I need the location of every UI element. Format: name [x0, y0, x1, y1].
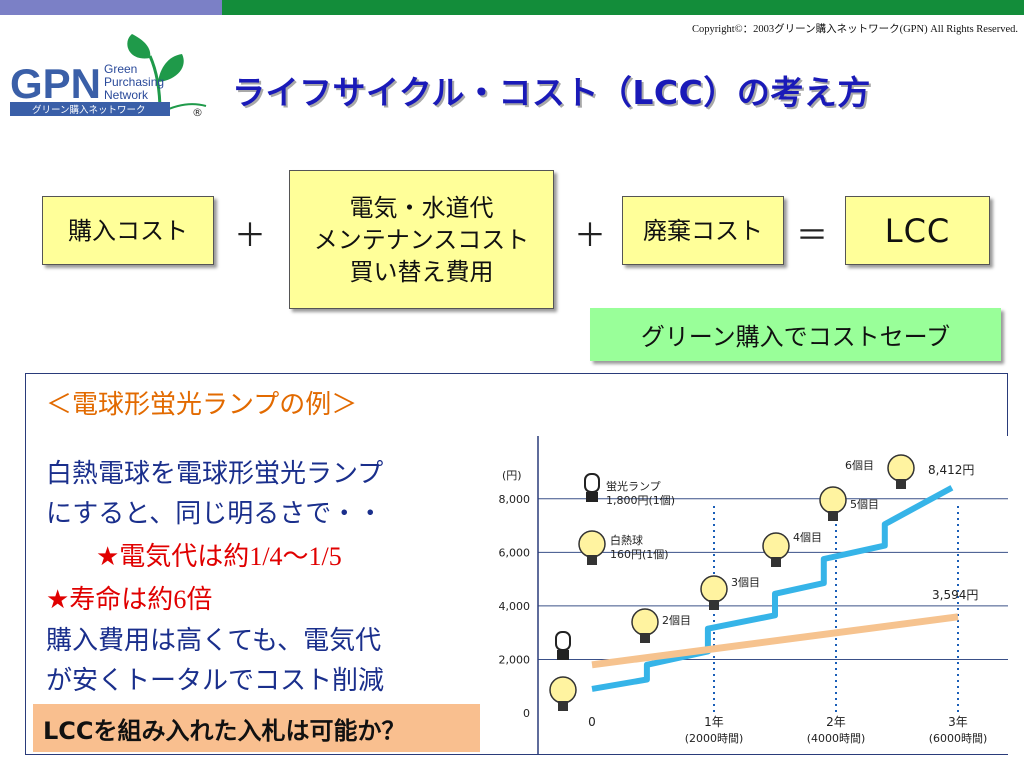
- chart-bulb-icons: [549, 454, 915, 711]
- x-tick-sublabel-2: (4000時間): [807, 732, 866, 745]
- x-tick-label-2: 2年: [826, 715, 846, 729]
- bulb-glass-1: [578, 530, 606, 558]
- fluor-name-label: 蛍光ランプ: [606, 479, 661, 493]
- equals-sign: ＝: [796, 216, 829, 254]
- bulb-icon-7: [819, 486, 847, 521]
- y-tick-label-2: 4,000: [499, 600, 531, 613]
- bulb-icon-8: [887, 454, 915, 489]
- bulb-2-label: 2個目: [662, 614, 691, 627]
- explanation-line-2: にすると、同じ明るさで・・: [46, 499, 384, 529]
- bulb-glass-8: [887, 454, 915, 482]
- end-incand-label: 8,412円: [928, 463, 974, 477]
- bulb-5-label: 5個目: [850, 498, 879, 511]
- chart-y-axis: 0 2,000 4,000 6,000 8,000 (円): [499, 436, 539, 754]
- fluor-price-label: 1,800円(1個): [606, 494, 675, 507]
- copyright-text: Copyright©：2003グリーン購入ネットワーク(GPN) All Rig…: [692, 24, 1018, 35]
- incand-price-label: 160円(1個): [610, 548, 669, 561]
- disposal-cost-box: 廃棄コスト: [622, 196, 784, 265]
- lifespan-bullet: ★寿命は約6倍: [46, 579, 212, 616]
- bulb-base-4: [640, 633, 650, 643]
- purchase-cost-label: 購入コスト: [68, 216, 188, 245]
- bulb-icon-6: [762, 532, 790, 567]
- bulb-icon-0: [584, 473, 600, 502]
- lifespan-bullet-text: ★寿命は約: [46, 585, 174, 615]
- end-fluor-label: 3,594円: [932, 588, 978, 602]
- bulb-3-label: 3個目: [731, 576, 760, 589]
- explanation-line-3: 購入費用は高くても、電気代: [46, 626, 382, 656]
- x-tick-sublabel-1: (2000時間): [685, 732, 744, 745]
- chart-x-axis: 0 1年 (2000時間) 2年 (4000時間) 3年 (6000時間): [588, 715, 987, 745]
- x-tick-sublabel-3: (6000時間): [929, 732, 988, 745]
- x-tick-label-3: 3年: [948, 715, 968, 729]
- logo-line3: Network: [104, 88, 149, 102]
- bulb-base-3: [558, 701, 568, 711]
- logo-line1: Green: [104, 62, 137, 76]
- cost-comparison-chart: 0 2,000 4,000 6,000 8,000 (円) 0 1年 (2000時間) 2年 (4…: [480, 436, 1008, 754]
- bulb-base-0: [586, 492, 598, 502]
- purchase-cost-box: 購入コスト: [42, 196, 214, 265]
- plus-sign-1: ＋: [234, 216, 267, 254]
- y-tick-label-4: 8,000: [499, 493, 531, 506]
- gpn-logo: GPN Green Purchasing Network グリーン購入ネットワー…: [10, 34, 207, 119]
- green-purchase-note: グリーン購入でコストセーブ: [590, 308, 1001, 361]
- y-tick-label-3: 6,000: [499, 546, 531, 559]
- top-bar-left: [0, 0, 222, 15]
- green-purchase-note-text: グリーン購入でコストセーブ: [640, 323, 951, 351]
- bulb-glass-7: [819, 486, 847, 514]
- bulb-glass-5: [700, 575, 728, 603]
- registered-mark: ®: [192, 106, 203, 119]
- bulb-icon-1: [578, 530, 606, 565]
- running-cost-line3: 買い替え費用: [349, 257, 494, 286]
- running-cost-box: 電気・水道代 メンテナンスコスト 買い替え費用: [289, 170, 554, 309]
- series-line-0: [591, 485, 954, 692]
- bulb-base-1: [587, 555, 597, 565]
- running-cost-line2: メンテナンスコスト: [313, 225, 530, 254]
- disposal-cost-label: 廃棄コスト: [643, 216, 763, 245]
- bulb-icon-3: [549, 676, 577, 711]
- y-tick-label-0: 0: [523, 707, 530, 720]
- lcc-bid-question: LCCを組み入れた入札は可能か？: [33, 704, 521, 752]
- y-tick-label-1: 2,000: [499, 653, 531, 666]
- bulb-tube-2: [555, 631, 571, 651]
- explanation-line-1: 白熱電球を電球形蛍光ランプ: [46, 459, 384, 489]
- series-line-1: [591, 613, 959, 669]
- lifespan-bullet-ratio: 6倍: [173, 585, 213, 614]
- incand-name-label: 白熱球: [610, 533, 643, 547]
- bulb-4-label: 4個目: [793, 531, 822, 544]
- x-tick-label-1: 1年: [704, 715, 724, 729]
- plus-sign-2: ＋: [574, 216, 607, 254]
- bulb-tube-0: [584, 473, 600, 493]
- lcc-result-box: LCC: [845, 196, 990, 265]
- bulb-glass-4: [631, 608, 659, 636]
- logo-line2: Purchasing: [104, 75, 164, 89]
- electricity-bullet-text: ★電気代は約: [96, 542, 250, 572]
- top-bar-right: [222, 0, 1024, 15]
- explanation-line-4: が安くトータルでコスト削減: [46, 666, 385, 696]
- electricity-bullet: ★電気代は約1/4～1/5: [96, 536, 342, 573]
- example-title: ＜電球形蛍光ランプの例＞: [46, 390, 358, 420]
- bulb-6-label: 6個目: [845, 459, 874, 472]
- bulb-base-7: [828, 511, 838, 521]
- logo-letters: GPN: [10, 60, 101, 107]
- logo-subtitle: グリーン購入ネットワーク: [32, 104, 146, 116]
- page-title: ライフサイクル・コスト（LCC）の考え方: [232, 73, 871, 112]
- electricity-bullet-ratio: 1/4～1/5: [249, 542, 342, 571]
- bulb-base-5: [709, 600, 719, 610]
- bulb-icon-2: [555, 631, 571, 660]
- bulb-glass-6: [762, 532, 790, 560]
- lcc-bid-question-text: LCCを組み入れた入札は可能か？: [43, 716, 406, 745]
- bulb-base-2: [557, 650, 569, 660]
- bulb-icon-4: [631, 608, 659, 643]
- bulb-base-8: [896, 479, 906, 489]
- lcc-result-label: LCC: [884, 211, 951, 250]
- bulb-base-6: [771, 557, 781, 567]
- chart-series: [591, 485, 959, 692]
- running-cost-line1: 電気・水道代: [349, 193, 494, 222]
- bulb-icon-5: [700, 575, 728, 610]
- bulb-glass-3: [549, 676, 577, 704]
- x-tick-label-0: 0: [588, 715, 596, 729]
- y-unit-label: (円): [502, 469, 522, 482]
